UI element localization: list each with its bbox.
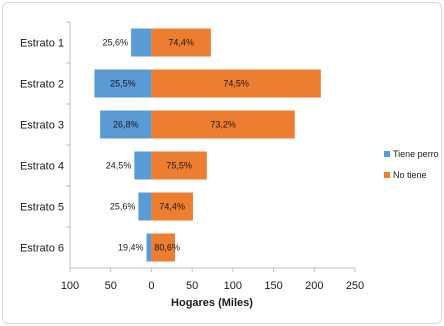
category-label: Estrato 3	[20, 120, 64, 132]
bar-tiene-perro	[100, 110, 152, 139]
x-tick-label: 200	[305, 280, 323, 292]
data-label: 74,4%	[159, 202, 185, 212]
legend-label: Tiene perro	[393, 149, 439, 159]
legend-swatch	[384, 172, 390, 178]
category-label: Estrato 6	[20, 243, 64, 255]
x-tick-label: 50	[105, 280, 117, 292]
data-label: 24,5%	[106, 161, 132, 171]
x-tick-label: 250	[346, 280, 364, 292]
bar-tiene-perro	[138, 192, 152, 221]
category-label: Estrato 4	[20, 161, 64, 173]
category-label: Estrato 2	[20, 79, 64, 91]
data-label: 75,5%	[166, 161, 192, 171]
bar-tiene-perro	[134, 151, 152, 180]
bar-no-tiene	[151, 69, 321, 98]
labels-layer: 25,6% 25,5% 26,8% 24,5% 25,6% 19,4% 74,4% 74,5%…	[103, 38, 249, 253]
data-label: 25,5%	[110, 79, 136, 89]
data-label: 25,6%	[110, 202, 136, 212]
data-label: 19,4%	[118, 243, 144, 253]
data-label: 74,4%	[168, 38, 194, 48]
x-tick-label: 50	[186, 280, 198, 292]
bar-tiene-perro	[94, 69, 152, 98]
x-tick-label: 100	[224, 280, 242, 292]
legend-swatch	[384, 151, 390, 157]
data-label: 80,6%	[154, 243, 180, 253]
bar-no-tiene	[151, 192, 193, 221]
bar-no-tiene	[151, 233, 176, 262]
category-label: Estrato 1	[20, 38, 64, 50]
data-label: 73,2%	[210, 120, 236, 130]
legend: Tiene perro No tiene	[384, 149, 439, 180]
x-tick-label: 0	[148, 280, 154, 292]
axes-layer: 100 50 0 50 100 150 200 250 Estrato 1 Estrato 2 Es…	[20, 21, 364, 292]
bar-no-tiene	[151, 151, 207, 180]
x-axis-title: Hogares (Miles)	[171, 297, 253, 309]
data-label: 25,6%	[103, 38, 129, 48]
bar-tiene-perro	[131, 28, 152, 57]
legend-label: No tiene	[393, 170, 427, 180]
data-label: 74,5%	[223, 79, 249, 89]
bar-no-tiene	[151, 28, 211, 57]
category-label: Estrato 5	[20, 202, 64, 214]
chart-frame	[2, 2, 442, 324]
bar-no-tiene	[151, 110, 295, 139]
x-tick-label: 150	[264, 280, 282, 292]
x-tick-label: 100	[61, 280, 79, 292]
data-label: 26,8%	[113, 120, 139, 130]
bar-tiene-perro	[146, 233, 152, 262]
bars-layer	[94, 28, 321, 262]
